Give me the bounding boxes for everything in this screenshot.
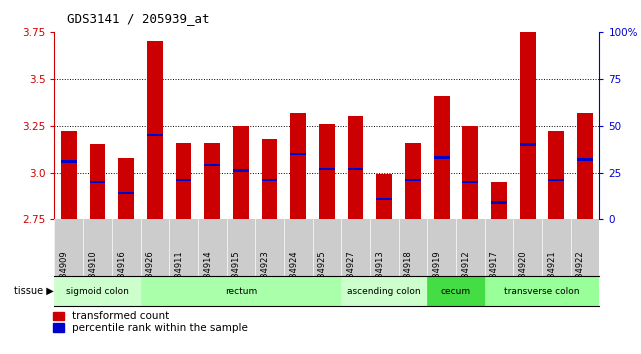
Bar [204,164,220,166]
Bar [262,139,278,219]
Bar [462,181,478,183]
Bar [549,179,564,181]
Bar [176,143,192,219]
Bar [140,276,341,306]
Bar [491,182,507,219]
Bar [147,41,163,219]
Bar [376,198,392,200]
Bar [319,167,335,170]
Bar [577,158,593,161]
Bar [61,131,77,219]
Legend: transformed count, percentile rank within the sample: transformed count, percentile rank withi… [53,312,248,333]
Bar [290,113,306,219]
Bar [405,143,421,219]
Bar [520,4,535,219]
Bar [549,131,564,219]
Bar [54,276,140,306]
Bar [176,179,192,181]
Text: cecum: cecum [441,287,471,296]
Bar [262,179,278,181]
Bar [204,143,220,219]
Bar [119,192,134,194]
Bar [376,175,392,219]
Text: transverse colon: transverse colon [504,287,579,296]
Bar [290,153,306,155]
Bar [520,143,535,145]
Bar [61,160,77,162]
Bar [90,144,105,219]
Bar [405,179,421,181]
Bar [491,201,507,204]
Bar [462,126,478,219]
Text: ascending colon: ascending colon [347,287,421,296]
Bar [341,276,428,306]
Text: rectum: rectum [225,287,257,296]
Bar [434,156,449,159]
Bar [319,124,335,219]
Bar [147,134,163,136]
Bar [428,276,485,306]
Bar [485,276,599,306]
Bar [347,116,363,219]
Text: GDS3141 / 205939_at: GDS3141 / 205939_at [67,12,210,25]
Text: tissue ▶: tissue ▶ [14,286,54,296]
Bar [347,167,363,170]
Bar [119,158,134,219]
Bar [577,113,593,219]
Text: sigmoid colon: sigmoid colon [66,287,129,296]
Bar [434,96,449,219]
Bar [233,126,249,219]
Bar [90,181,105,183]
Bar [233,170,249,172]
